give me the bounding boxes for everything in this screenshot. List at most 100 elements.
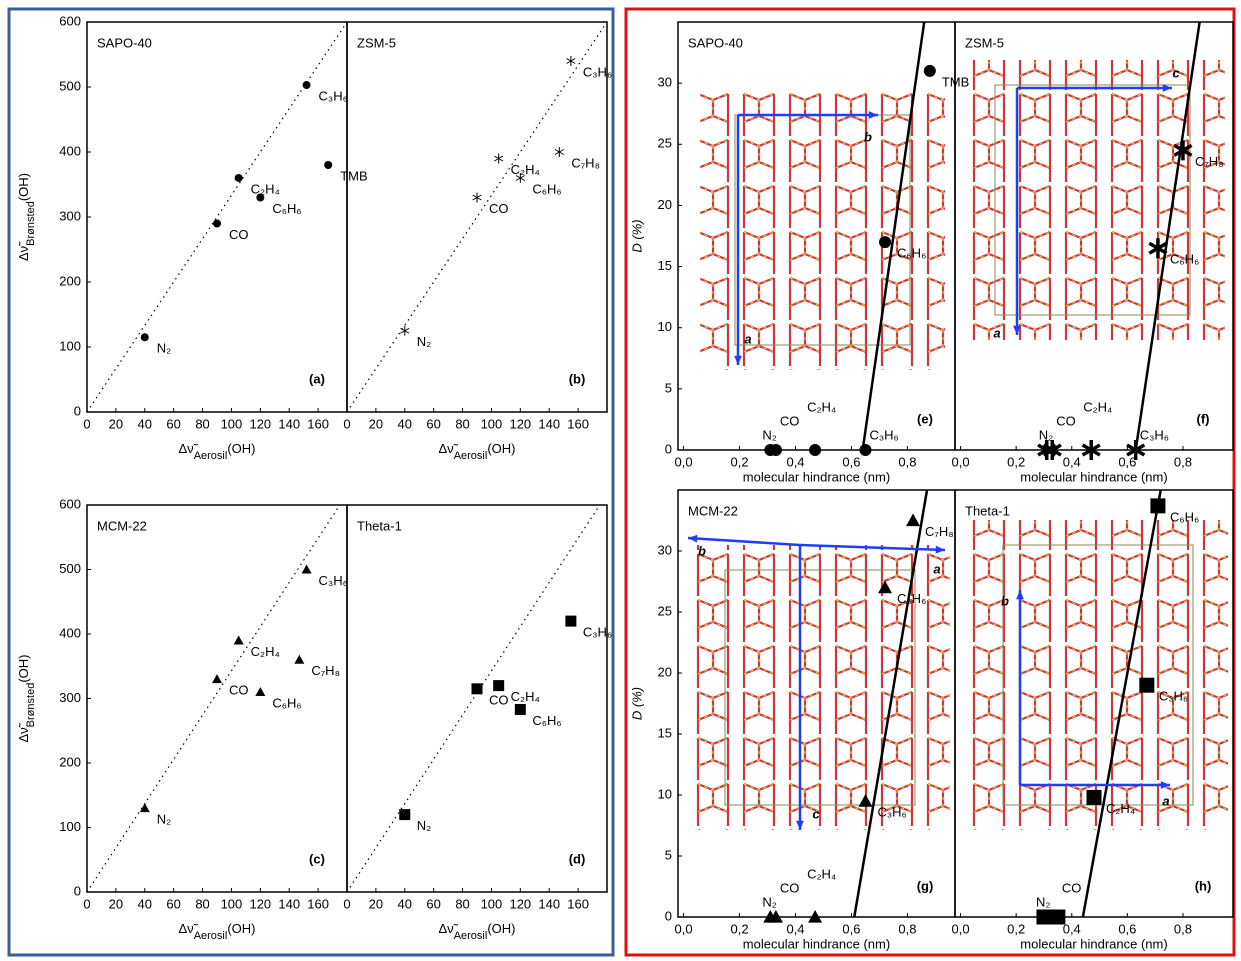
cell-axis-label: b (1001, 593, 1009, 608)
y-tick-label: 300 (59, 690, 81, 705)
y-axis-label-part: Brønsted (25, 683, 37, 728)
plot-frame (347, 22, 607, 412)
x-tick-label: 0,2 (731, 454, 749, 469)
x-axis-label-part: Aerosil (194, 930, 228, 942)
x-tick-label: 80 (455, 416, 469, 431)
x-axis-label-part: Aerosil (454, 930, 488, 942)
x-tick-label: 0 (83, 896, 90, 911)
point-label: CO (780, 413, 800, 428)
point (256, 194, 264, 202)
plot-frame (87, 505, 347, 892)
point-label: C₂H₄ (511, 689, 540, 704)
x-tick-label: 0,0 (952, 454, 970, 469)
y-tick-label: 25 (658, 603, 672, 618)
y-tick-label: 500 (59, 561, 81, 576)
y-tick-label: 0 (74, 883, 81, 898)
point-label: N₂ (157, 812, 171, 827)
x-axis-label-part: Aerosil (194, 450, 228, 462)
x-axis-label: Δν̃Aerosil(OH) (439, 921, 516, 941)
point-label: C₆H₆ (532, 181, 561, 196)
point (1036, 910, 1051, 925)
point-label: C₆H₆ (897, 591, 926, 606)
y-tick-label: 15 (658, 258, 672, 273)
x-tick-label: 0,4 (1063, 921, 1081, 936)
point-label: CO (1056, 413, 1076, 428)
x-tick-label: 0,0 (952, 921, 970, 936)
x-axis-label: molecular hindrance (nm) (1020, 936, 1167, 951)
y-tick-label: 15 (658, 725, 672, 740)
point (140, 803, 150, 812)
point (770, 444, 782, 456)
point-label: C₂H₄ (511, 162, 540, 177)
panel-label: (c) (309, 851, 325, 866)
reference-line (347, 505, 600, 892)
cell-axis-label: c (1172, 65, 1180, 80)
panel-label: (h) (1195, 878, 1212, 893)
x-tick-label: 0,0 (675, 454, 693, 469)
point-label: CO (229, 227, 249, 242)
x-tick-label: 120 (249, 896, 271, 911)
x-tick-label: 0,8 (898, 454, 916, 469)
point-label: C₂H₄ (807, 866, 836, 881)
panel-label: (f) (1197, 411, 1210, 426)
panel-title: MCM-22 (97, 518, 147, 533)
y-tick-label: 100 (59, 819, 81, 834)
point (399, 809, 410, 820)
page: 0204060801001201401600100200300400500600… (0, 0, 1241, 961)
x-axis-label: Δν̃Aerosil(OH) (179, 921, 256, 941)
point-label: C₂H₄ (1083, 399, 1112, 414)
point-label: C₇H₈ (925, 524, 954, 539)
plot-frame (347, 505, 607, 892)
framework-structure (960, 60, 1225, 340)
point (235, 174, 243, 182)
point-label: C₃H₆ (583, 64, 612, 79)
point (141, 333, 149, 341)
x-tick-label: 120 (249, 416, 271, 431)
point (294, 655, 304, 664)
x-tick-label: 0 (83, 416, 90, 431)
panel-title: Theta-1 (357, 518, 402, 533)
point-label: C₃H₆ (1140, 427, 1169, 442)
panel-title: SAPO-40 (97, 35, 152, 50)
point-label: TMB (340, 168, 367, 183)
y-axis-label: D (%) (629, 687, 644, 720)
cell-axis-label: b (698, 543, 706, 558)
x-tick-label: 60 (426, 896, 440, 911)
y-tick-label: 600 (59, 13, 81, 28)
cell-axis-label: a (993, 325, 1000, 340)
point (212, 674, 222, 683)
panel-title: Theta-1 (965, 503, 1010, 518)
x-tick-label: 40 (398, 416, 412, 431)
x-tick-label: 160 (567, 896, 589, 911)
point (906, 514, 920, 527)
y-axis-label: D (%) (629, 219, 644, 252)
x-tick-label: 60 (166, 416, 180, 431)
x-tick-label: 140 (538, 896, 560, 911)
point (809, 444, 821, 456)
point-label: CO (489, 692, 509, 707)
point (879, 236, 891, 248)
panel-title: MCM-22 (688, 503, 738, 518)
point (473, 193, 482, 203)
point-label: C₇H₈ (311, 663, 340, 678)
left-frame (9, 9, 613, 955)
point (494, 154, 503, 164)
reference-line (87, 505, 340, 892)
x-tick-label: 80 (195, 896, 209, 911)
point-label: C₆H₆ (1170, 509, 1199, 524)
x-tick-label: 160 (307, 416, 329, 431)
point-label: C₇H₈ (571, 155, 600, 170)
x-tick-label: 60 (426, 416, 440, 431)
y-tick-label: 500 (59, 78, 81, 93)
point-label: C₃H₆ (319, 573, 348, 588)
x-tick-label: 0,4 (1063, 454, 1081, 469)
x-axis-label-part: (OH) (487, 921, 515, 936)
y-tick-label: 10 (658, 319, 672, 334)
point-label: N₂ (1036, 894, 1050, 909)
point-label: N₂ (417, 334, 431, 349)
point (255, 687, 265, 696)
x-axis-label: molecular hindrance (nm) (1020, 469, 1167, 484)
x-tick-label: 0 (343, 416, 350, 431)
point (567, 56, 576, 66)
point-label: N₂ (417, 818, 431, 833)
